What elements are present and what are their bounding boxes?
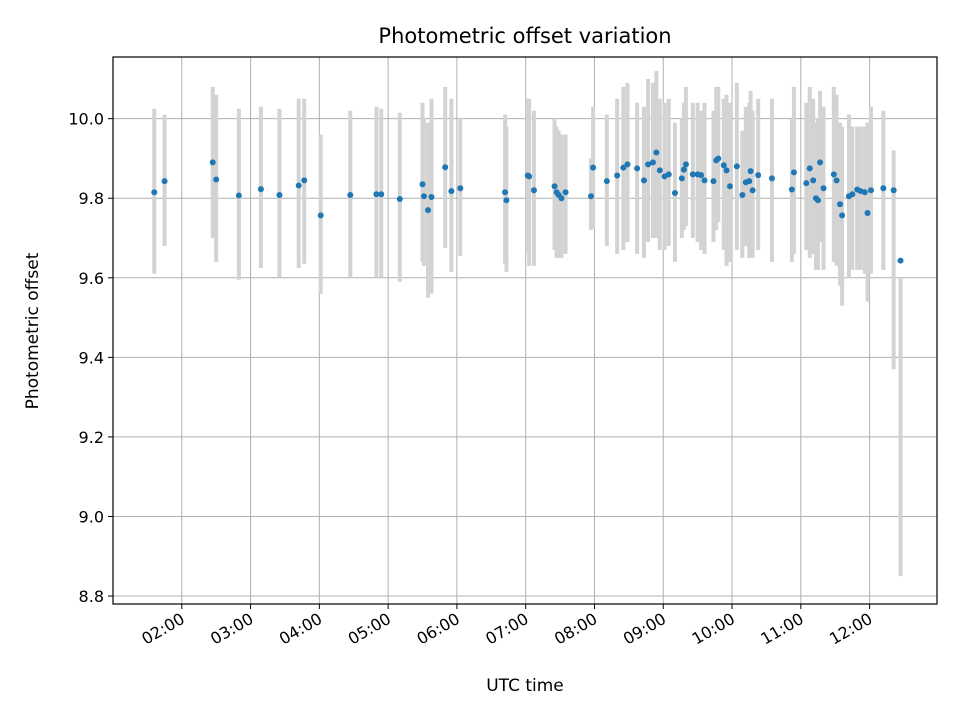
data-point: [720, 162, 727, 169]
data-point: [425, 207, 432, 214]
data-point: [839, 212, 846, 219]
data-point: [698, 172, 705, 179]
data-point: [749, 187, 756, 194]
data-point: [815, 197, 822, 204]
data-point: [295, 182, 302, 189]
y-tick-label: 8.8: [79, 587, 104, 606]
data-point: [715, 155, 722, 162]
data-point: [235, 192, 242, 199]
data-point: [588, 193, 595, 200]
data-point: [276, 192, 283, 199]
data-point: [671, 190, 678, 197]
data-point: [726, 183, 733, 190]
data-point: [723, 167, 730, 174]
data-point: [747, 168, 754, 175]
data-point: [614, 172, 621, 179]
y-tick-label: 9.6: [79, 269, 104, 288]
data-points: [151, 149, 904, 264]
data-point: [301, 177, 308, 184]
data-point: [442, 164, 449, 171]
data-point: [347, 192, 354, 199]
data-point: [746, 178, 753, 185]
data-point: [503, 197, 510, 204]
grid: [113, 57, 937, 604]
data-point: [820, 185, 827, 192]
data-point: [317, 212, 324, 219]
data-point: [620, 164, 627, 171]
data-point: [624, 161, 631, 168]
data-point: [502, 189, 509, 196]
data-point: [645, 161, 652, 168]
data-point: [448, 188, 455, 195]
data-point: [590, 164, 597, 171]
plot-frame: [112, 56, 938, 605]
data-point: [880, 185, 887, 192]
data-point: [897, 257, 904, 264]
data-point: [810, 177, 817, 184]
data-point: [428, 194, 435, 201]
data-point: [830, 171, 837, 178]
data-point: [213, 176, 220, 183]
data-point: [653, 149, 660, 156]
data-point: [551, 183, 558, 190]
data-point: [710, 178, 717, 185]
data-point: [373, 191, 380, 198]
data-point: [861, 189, 868, 196]
data-point: [396, 196, 403, 203]
data-point: [680, 166, 687, 173]
data-point: [788, 186, 795, 193]
y-tick-label: 9.4: [79, 348, 104, 367]
data-point: [689, 171, 696, 178]
y-tick-label: 9.2: [79, 428, 104, 447]
data-point: [257, 186, 264, 193]
data-point: [640, 177, 647, 184]
data-point: [849, 191, 856, 198]
data-point: [768, 175, 775, 182]
data-point: [890, 187, 897, 194]
data-point: [656, 167, 663, 174]
data-point: [603, 178, 610, 185]
data-point: [733, 163, 740, 170]
data-point: [209, 159, 216, 166]
data-point: [755, 172, 762, 179]
data-point: [817, 159, 824, 166]
data-point: [790, 169, 797, 176]
data-point: [151, 189, 158, 196]
y-tick-label: 9.0: [79, 507, 104, 526]
data-point: [530, 187, 537, 194]
data-point: [419, 181, 426, 188]
data-point: [701, 177, 708, 184]
y-tick-label: 10.0: [68, 110, 104, 129]
data-point: [420, 193, 427, 200]
x-axis-label: UTC time: [486, 676, 564, 696]
chart-title: Photometric offset variation: [378, 24, 671, 48]
y-axis-ticks: 8.8 9.0 9.2 9.4 9.6 9.8 10.0: [68, 110, 113, 606]
data-point: [837, 201, 844, 208]
data-point: [806, 165, 813, 172]
data-point: [739, 192, 746, 199]
data-point: [682, 161, 689, 168]
data-point: [665, 171, 672, 178]
data-point: [864, 209, 871, 216]
data-point: [803, 180, 810, 187]
data-point: [161, 178, 168, 185]
data-point: [649, 159, 656, 166]
data-point: [378, 191, 385, 198]
y-tick-label: 9.8: [79, 189, 104, 208]
data-point: [526, 173, 533, 180]
y-axis-label: Photometric offset: [23, 252, 43, 409]
data-point: [833, 177, 840, 184]
data-point: [867, 187, 874, 194]
data-point: [457, 185, 464, 192]
data-point: [562, 189, 569, 196]
data-point: [678, 175, 685, 182]
data-point: [634, 165, 641, 172]
data-point: [558, 195, 565, 202]
